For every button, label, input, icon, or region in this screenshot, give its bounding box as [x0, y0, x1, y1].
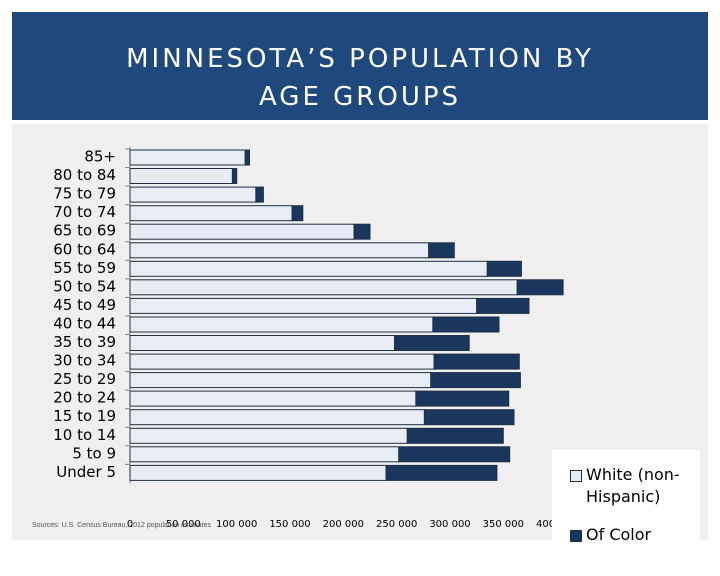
- x-tick-label: 350 000: [483, 519, 524, 530]
- bar-white: [129, 464, 387, 481]
- bar-white: [129, 186, 257, 203]
- bar-of-color: [244, 149, 250, 166]
- category-label: 5 to 9: [72, 444, 116, 462]
- legend-label-white: White (non- Hispanic): [586, 464, 680, 508]
- bar-of-color: [353, 223, 371, 240]
- bar-of-color: [428, 242, 455, 259]
- bar-of-color: [516, 279, 564, 296]
- bar-of-color: [406, 427, 504, 444]
- legend-swatch-color: [570, 530, 582, 542]
- legend-label-white-line2: Hispanic): [586, 487, 661, 506]
- legend-label-color: Of Color: [586, 525, 652, 544]
- bar-white: [129, 260, 488, 277]
- x-tick-label: 250 000: [376, 519, 417, 530]
- chart-title: MINNESOTA’S POPULATION BY AGE GROUPS: [12, 40, 708, 116]
- legend-label-white-line1: White (non-: [586, 465, 680, 484]
- bar-white: [129, 297, 478, 314]
- bar-white: [129, 446, 400, 463]
- bar-white: [129, 353, 435, 370]
- x-tick-label: 200 000: [323, 519, 364, 530]
- bar-white: [129, 242, 430, 259]
- bar-of-color: [486, 260, 522, 277]
- category-label: 40 to 44: [53, 314, 116, 332]
- bar-of-color: [423, 409, 515, 426]
- x-tick-label: 0: [127, 519, 133, 530]
- x-tick-label: 100 000: [216, 519, 257, 530]
- category-label: 65 to 69: [53, 222, 116, 240]
- bar-of-color: [398, 446, 511, 463]
- x-tick-label: 300 000: [429, 519, 470, 530]
- category-label: 15 to 19: [53, 407, 116, 425]
- bar-of-color: [385, 464, 498, 481]
- bar-white: [129, 279, 518, 296]
- category-label: 50 to 54: [53, 277, 116, 295]
- bar-white: [129, 372, 432, 389]
- source-note: Sources: U.S. Census Bureau, 2012 popula…: [32, 522, 211, 529]
- category-label: 85+: [84, 148, 116, 166]
- bar-of-color: [433, 353, 520, 370]
- bar-white: [129, 409, 425, 426]
- bar-white: [129, 149, 246, 166]
- category-label: 60 to 64: [53, 240, 116, 258]
- title-line-2: AGE GROUPS: [258, 82, 462, 112]
- bar-white: [129, 427, 408, 444]
- bar-white: [129, 316, 434, 333]
- category-label: Under 5: [56, 463, 116, 481]
- bar-of-color: [476, 297, 530, 314]
- bar-white: [129, 168, 233, 184]
- category-label: 20 to 24: [53, 389, 116, 407]
- category-label: 55 to 59: [53, 259, 116, 277]
- category-label: 30 to 34: [53, 352, 116, 370]
- bar-of-color: [255, 186, 264, 203]
- category-label: 70 to 74: [53, 203, 116, 221]
- chart-area: 85+ 80 to 84 75 to 79 70 to 74 65 to 69 60 to…: [12, 124, 708, 576]
- bar-of-color: [394, 335, 470, 351]
- bar-white: [129, 335, 395, 351]
- bar-of-color: [430, 372, 521, 389]
- category-label: 80 to 84: [53, 166, 116, 184]
- bar-of-color: [432, 316, 500, 333]
- category-label: 35 to 39: [53, 333, 116, 351]
- x-tick-label: 150 000: [269, 519, 310, 530]
- x-tick-label: 50 000: [166, 519, 201, 530]
- category-label: 25 to 29: [53, 370, 116, 388]
- bar-of-color: [291, 205, 304, 222]
- bar-of-color: [415, 390, 510, 407]
- bar-of-color: [231, 168, 238, 184]
- category-label: 75 to 79: [53, 185, 116, 203]
- legend: White (non- Hispanic) Of Color: [552, 450, 700, 576]
- title-band: MINNESOTA’S POPULATION BY AGE GROUPS: [12, 12, 708, 120]
- bar-white: [129, 223, 355, 240]
- category-label: 45 to 49: [53, 296, 116, 314]
- category-label: 10 to 14: [53, 426, 116, 444]
- legend-swatch-white: [570, 470, 582, 482]
- title-line-1: MINNESOTA’S POPULATION BY: [126, 44, 594, 74]
- bar-white: [129, 390, 417, 407]
- bar-white: [129, 205, 293, 222]
